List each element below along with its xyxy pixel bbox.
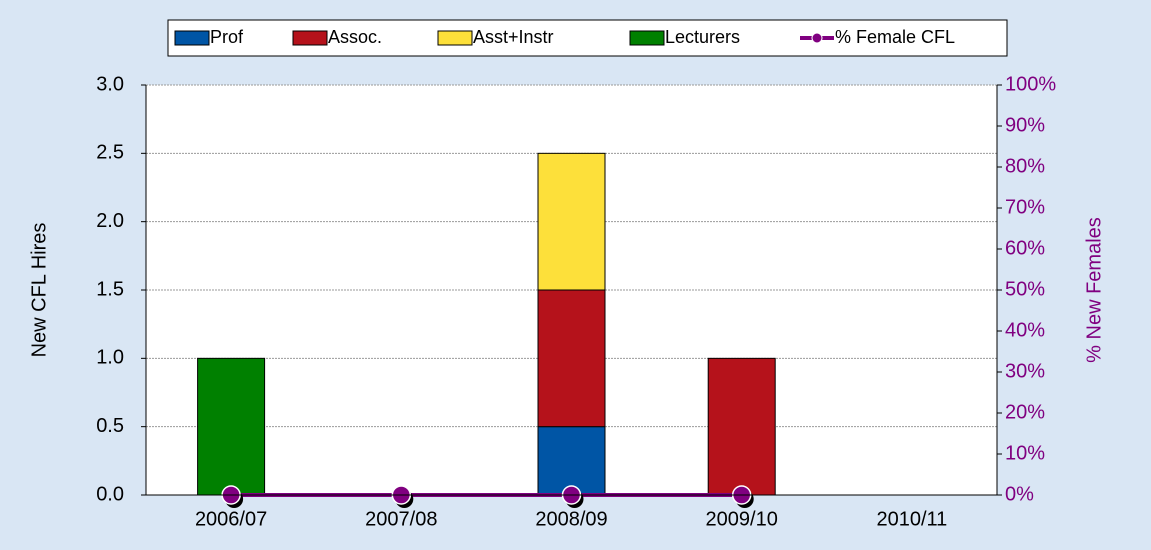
- bar-segment: [537, 152, 606, 291]
- y2-axis-label: % New Females: [1083, 217, 1105, 363]
- x-tick-label: 2010/11: [876, 508, 947, 530]
- bar-segment: [707, 357, 776, 496]
- y-tick-label: 3.0: [96, 73, 124, 95]
- y2-tick-label: 0%: [1005, 483, 1034, 505]
- y2-tick-label: 80%: [1005, 155, 1045, 177]
- y-tick-label: 2.0: [96, 210, 124, 232]
- y-tick-label: 0.5: [96, 415, 124, 437]
- y2-tick-label: 30%: [1005, 360, 1045, 382]
- bar-segment: [197, 357, 266, 496]
- legend-swatch: [292, 30, 328, 46]
- y2-tick-label: 100%: [1005, 73, 1056, 95]
- x-tick-label: 2009/10: [706, 508, 778, 530]
- x-tick-label: 2007/08: [365, 508, 437, 530]
- bar-segment: [537, 289, 606, 428]
- y-tick-label: 1.0: [96, 347, 124, 369]
- y2-tick-label: 50%: [1005, 278, 1045, 300]
- y2-tick-label: 70%: [1005, 196, 1045, 218]
- y2-tick-label: 10%: [1005, 442, 1045, 464]
- legend-marker: [811, 32, 823, 44]
- x-tick-label: 2008/09: [535, 508, 607, 530]
- y-tick-label: 0.0: [96, 483, 124, 505]
- y2-tick-label: 20%: [1005, 401, 1045, 423]
- y-tick-label: 1.5: [96, 278, 124, 300]
- legend-label: Assoc.: [328, 27, 382, 47]
- legend-label: Lecturers: [665, 27, 740, 47]
- x-tick-label: 2006/07: [195, 508, 267, 530]
- legend-swatch: [437, 30, 473, 46]
- legend-label: Prof: [210, 27, 244, 47]
- y2-tick-label: 90%: [1005, 114, 1045, 136]
- y-tick-label: 2.5: [96, 142, 124, 164]
- y-axis-label: New CFL Hires: [28, 223, 50, 358]
- legend-swatch: [174, 30, 210, 46]
- y2-tick-label: 40%: [1005, 319, 1045, 341]
- y2-tick-label: 60%: [1005, 237, 1045, 259]
- legend-label: % Female CFL: [835, 27, 955, 47]
- legend-label: Asst+Instr: [473, 27, 554, 47]
- bar-segment: [537, 426, 606, 496]
- legend-swatch: [629, 30, 665, 46]
